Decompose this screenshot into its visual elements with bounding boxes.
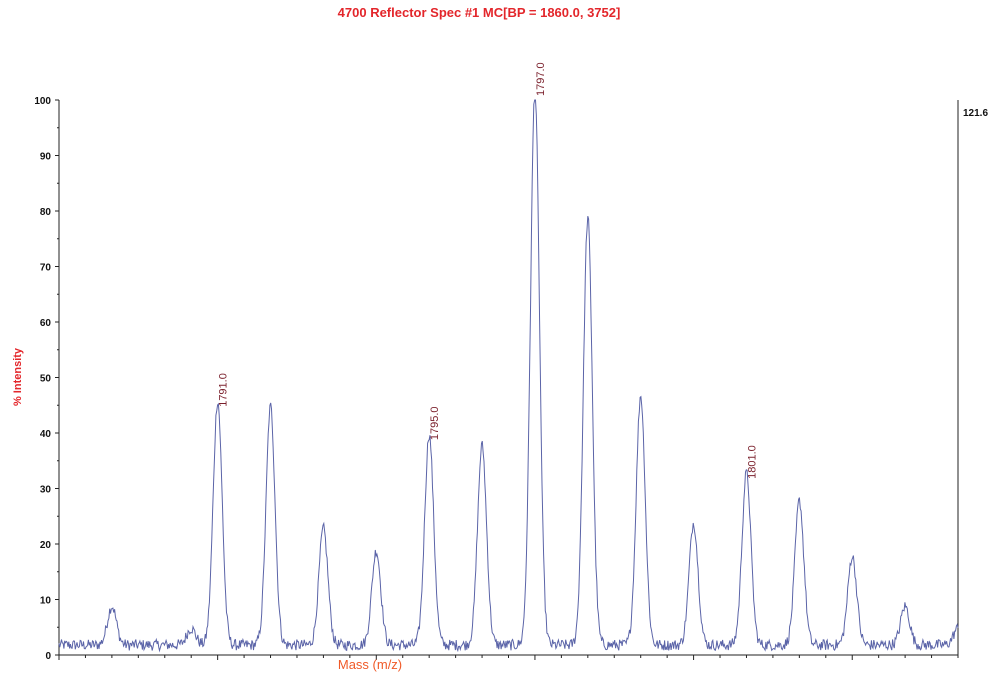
peak-labels: 1791.0 1795.0 1797.0 1801.0	[218, 62, 759, 479]
y-tick-label: 30	[40, 485, 52, 496]
y-tick-label: 40	[40, 429, 52, 440]
right-axis-max-label: 121.6	[963, 108, 988, 119]
y-tick-label: 60	[40, 318, 52, 329]
y-tick-label: 100	[34, 96, 51, 107]
y-axis-ticks: 0 10 20 30 40 50 60 70 80 90 100	[34, 96, 59, 662]
x-axis-ticks	[58, 655, 959, 660]
y-tick-label: 50	[40, 374, 52, 385]
peak-label: 1791.0	[218, 373, 230, 407]
y-tick-label: 80	[40, 207, 52, 218]
chart-title: 4700 Reflector Spec #1 MC[BP = 1860.0, 3…	[338, 5, 621, 20]
y-tick-label: 20	[40, 540, 52, 551]
peak-label: 1801.0	[747, 445, 759, 479]
peak-label: 1795.0	[429, 406, 441, 440]
spectrum-line	[58, 99, 959, 653]
y-tick-label: 0	[45, 651, 51, 662]
y-tick-label: 70	[40, 263, 52, 274]
peak-label: 1797.0	[535, 62, 547, 96]
y-tick-label: 10	[40, 596, 52, 607]
y-tick-label: 90	[40, 152, 52, 163]
x-axis-label: Mass (m/z)	[338, 657, 402, 672]
y-axis-label: % Intensity	[12, 347, 24, 406]
